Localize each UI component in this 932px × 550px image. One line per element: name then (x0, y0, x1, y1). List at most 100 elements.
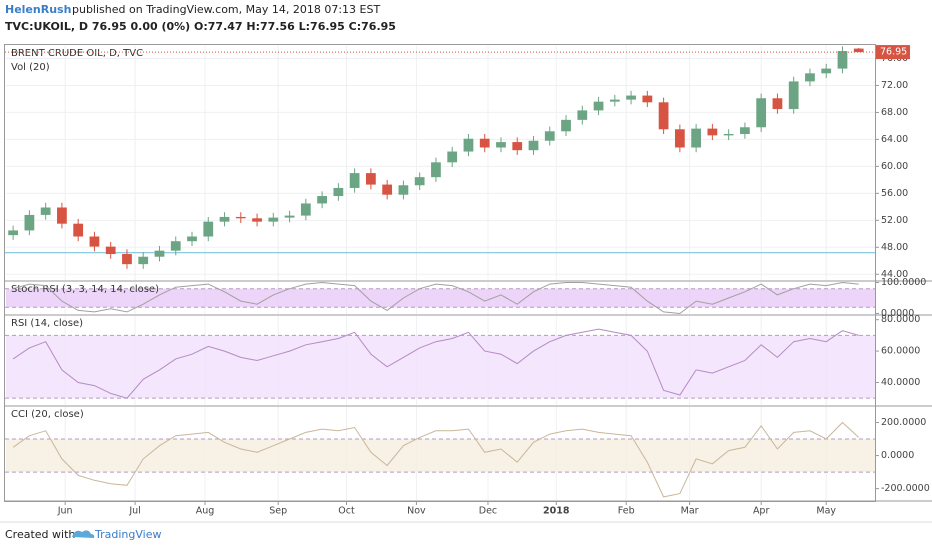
candle-body (300, 203, 311, 216)
footer-brand[interactable]: TradingView (94, 528, 161, 541)
y-tick-label: 60.0000 (881, 346, 920, 357)
candle-body (853, 48, 864, 53)
candle-body (593, 101, 604, 111)
candle-body (707, 128, 718, 136)
pane-subtitle: Vol (20) (11, 62, 50, 73)
candle-body (57, 207, 67, 224)
candle-body (122, 254, 132, 265)
candle-body (431, 162, 441, 178)
candle-body (349, 173, 360, 188)
candle-body (512, 142, 523, 151)
candle-body (479, 138, 490, 148)
pane-title: BRENT CRUDE OIL, D, TVC (11, 48, 143, 59)
candle-body (138, 256, 149, 265)
candle-body (333, 187, 344, 197)
candle-body (691, 128, 701, 148)
candle-body (24, 214, 35, 231)
candle-body (561, 119, 571, 132)
candle-body (805, 73, 815, 82)
pane-title: CCI (20, close) (11, 409, 84, 420)
candle-body (154, 250, 165, 257)
candle-body (544, 131, 555, 141)
candle-body (398, 185, 409, 195)
symbol-line: TVC:UKOIL, D 76.95 0.00 (0%) O:77.47 H:7… (5, 20, 396, 33)
band (6, 335, 875, 399)
x-tick-label: Oct (338, 506, 355, 517)
y-tick-label: 0.0000 (881, 308, 914, 319)
candle-body (609, 99, 620, 102)
candle-body (674, 129, 685, 148)
candle-body (40, 207, 51, 215)
x-tick-label: Jul (128, 506, 140, 517)
y-tick-label: 200.0000 (881, 417, 926, 428)
candle-body (821, 68, 832, 74)
y-tick-label: 64.00 (881, 134, 908, 145)
x-tick-label: Feb (618, 506, 635, 517)
candle-body (170, 241, 181, 251)
candle-body (626, 95, 636, 100)
candle-body (740, 127, 750, 135)
candle-body (284, 215, 295, 218)
y-tick-label: 48.00 (881, 242, 908, 253)
x-tick-label: Jun (57, 506, 73, 517)
pane-title: Stoch RSI (3, 3, 14, 14, close) (11, 284, 159, 295)
candle-body (105, 246, 116, 255)
y-tick-label: 60.00 (881, 161, 908, 172)
x-tick-label: Aug (196, 506, 215, 517)
candle-body (219, 216, 230, 222)
candle-body (756, 98, 767, 128)
author: HelenRush (5, 3, 71, 16)
footer-created: Created with (5, 528, 75, 541)
indicator-line (12, 328, 859, 399)
candle-body (528, 140, 539, 151)
candle-body (89, 236, 100, 247)
candle-body (187, 236, 197, 242)
x-tick-label: May (816, 506, 836, 517)
y-tick-label: -200.0000 (881, 483, 930, 494)
candle-body (788, 81, 799, 110)
candle-body (837, 51, 848, 69)
y-tick-label: 52.00 (881, 215, 908, 226)
y-tick-label: 0.0000 (881, 450, 914, 461)
y-tick-label: 40.0000 (881, 377, 920, 388)
candle-body (414, 177, 425, 186)
last-price-tag (876, 45, 910, 60)
candle-body (772, 98, 783, 110)
y-tick-label: 56.00 (881, 188, 908, 199)
candle-body (366, 173, 376, 185)
x-tick-label: 2018 (543, 506, 570, 517)
candle-body (8, 230, 19, 236)
candle-body (463, 138, 474, 152)
band (6, 439, 875, 473)
brand-logo (72, 530, 95, 538)
x-tick-label: Nov (407, 506, 426, 517)
y-tick-label: 100.0000 (881, 277, 926, 288)
y-tick-label: 80.0000 (881, 314, 920, 325)
x-tick-label: Dec (479, 506, 497, 517)
candle-body (723, 134, 734, 136)
pane-title: RSI (14, close) (11, 318, 83, 329)
candle-body (317, 196, 327, 204)
candle-body (382, 184, 393, 195)
y-tick-label: 44.00 (881, 269, 908, 280)
x-tick-label: Apr (753, 506, 770, 517)
indicator-line (12, 281, 859, 315)
candle-body (73, 223, 84, 237)
candle-body (252, 218, 262, 222)
published: published on TradingView.com, May 14, 20… (72, 3, 380, 16)
candle-body (496, 142, 506, 148)
candle-body (203, 221, 214, 237)
x-tick-label: Mar (681, 506, 699, 517)
y-tick-label: 68.00 (881, 107, 908, 118)
candle-body (658, 102, 669, 130)
band (6, 288, 875, 308)
candle-body (577, 110, 588, 120)
last-price-label: 76.95 (880, 47, 907, 58)
candle-body (447, 151, 458, 163)
y-tick-label: 72.00 (881, 80, 908, 91)
candle-body (268, 217, 279, 222)
x-tick-label: Sep (269, 506, 287, 517)
candle-body (642, 95, 653, 103)
indicator-line (12, 421, 860, 498)
